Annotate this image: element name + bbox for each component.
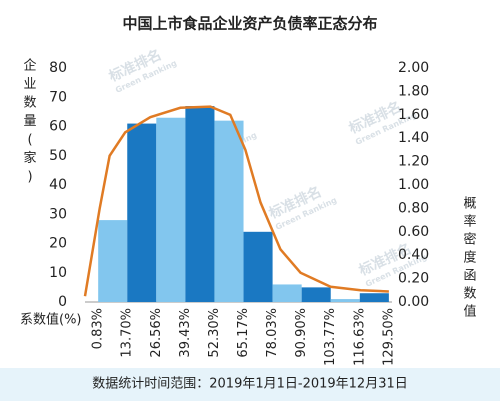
svg-text:密: 密 — [463, 232, 476, 248]
bar — [156, 117, 186, 302]
svg-text:度: 度 — [463, 250, 476, 266]
svg-text:率: 率 — [463, 214, 476, 230]
bar — [272, 284, 302, 302]
svg-text:函: 函 — [463, 269, 476, 284]
y2-tick-label: 2.00 — [398, 60, 429, 76]
y-tick-label: 40 — [49, 177, 67, 193]
y2-tick-label: 1.40 — [398, 130, 429, 146]
y-tick-label: 20 — [49, 236, 67, 252]
svg-text:值: 值 — [463, 304, 476, 320]
y2-tick-label: 1.00 — [398, 177, 429, 193]
svg-text:家: 家 — [23, 150, 36, 166]
y2-tick-label: 0.00 — [398, 294, 429, 310]
x-tick-label: 78.03% — [265, 308, 280, 358]
bar — [98, 220, 128, 302]
footer-band — [0, 368, 500, 401]
x-tick-label: 0.83% — [91, 308, 106, 349]
x-tick-label: 116.63% — [352, 308, 367, 366]
x-tick-label: 52.30% — [207, 308, 222, 358]
bar — [214, 120, 244, 303]
y2-tick-label: 1.20 — [398, 154, 429, 170]
y2-tick-label: 0.40 — [398, 247, 429, 263]
bar — [243, 231, 273, 302]
x-axis-label: 系数值(%) — [20, 312, 82, 328]
x-tick-label: 65.17% — [236, 308, 251, 358]
y-tick-label: 10 — [49, 265, 67, 281]
y2-tick-label: 0.80 — [398, 200, 429, 216]
bar — [359, 293, 389, 302]
bar — [127, 123, 157, 302]
y-tick-label: 0 — [58, 294, 67, 310]
x-tick-label: 39.43% — [178, 308, 193, 358]
bar — [330, 299, 360, 302]
footer: 数据统计时间范围：2019年1月1日-2019年12月31日 — [92, 377, 408, 392]
x-tick-label: 13.70% — [120, 308, 135, 358]
y2-tick-label: 1.80 — [398, 83, 429, 99]
svg-text:业: 业 — [23, 77, 36, 92]
svg-text:): ) — [27, 170, 32, 185]
density-curve — [83, 105, 389, 297]
svg-text:概: 概 — [463, 197, 476, 212]
x-tick-label: 103.77% — [323, 308, 338, 366]
x-tick-label: 26.56% — [149, 308, 164, 358]
y-tick-label: 50 — [49, 148, 67, 164]
y-tick-label: 30 — [49, 206, 67, 222]
y-tick-label: 60 — [49, 119, 67, 135]
y2-tick-label: 1.60 — [398, 107, 429, 123]
y-tick-label: 80 — [49, 60, 67, 76]
y-tick-label: 70 — [49, 89, 67, 105]
x-tick-label: 90.90% — [294, 308, 309, 358]
bar — [301, 287, 331, 302]
bar — [185, 106, 215, 303]
y2-tick-label: 0.20 — [398, 271, 429, 287]
chart-title: 中国上市食品企业资产负债率正态分布 — [122, 15, 377, 33]
y2-tick-label: 0.60 — [398, 224, 429, 240]
svg-text:(: ( — [27, 133, 32, 148]
svg-text:企: 企 — [23, 58, 36, 74]
svg-text:数: 数 — [463, 287, 476, 302]
x-tick-label: 129.50% — [381, 308, 396, 366]
svg-text:数: 数 — [23, 96, 36, 111]
svg-text:量: 量 — [23, 114, 36, 129]
